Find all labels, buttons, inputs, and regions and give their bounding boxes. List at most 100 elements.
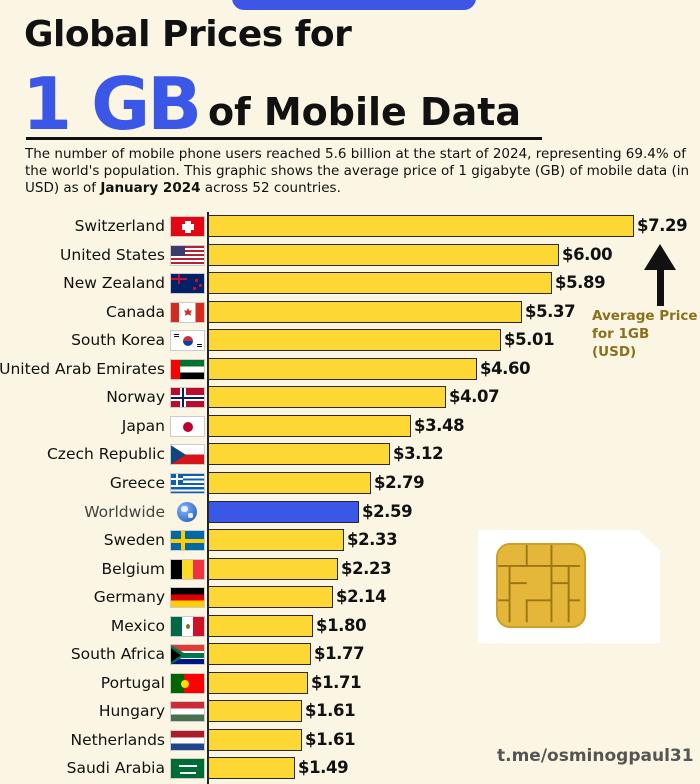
title-underline <box>26 137 542 140</box>
norway-flag-icon <box>170 387 205 409</box>
category-label: Belgium <box>101 559 165 578</box>
bar-portugal <box>208 671 308 694</box>
bar-hungary <box>208 700 302 723</box>
bar-united-states <box>208 243 559 266</box>
value-label: $1.80 <box>316 615 367 635</box>
uae-flag-icon <box>170 358 205 380</box>
bar-switzerland <box>208 215 634 237</box>
chart-axis-line <box>207 212 209 784</box>
bar-row-south-korea: South Korea $5.01 <box>0 326 700 354</box>
category-label: South Africa <box>70 645 165 664</box>
bar-germany <box>208 586 333 609</box>
bar-belgium <box>208 557 338 580</box>
japan-flag-icon <box>170 415 205 437</box>
value-label: $5.37 <box>525 301 576 321</box>
category-label: New Zealand <box>63 274 165 293</box>
category-label: United Arab Emirates <box>0 359 165 378</box>
value-label: $5.01 <box>504 330 555 350</box>
bar-greece <box>208 471 371 494</box>
czech-flag-icon <box>170 444 205 466</box>
title-line-1: Global Prices for <box>24 14 352 55</box>
bar-row-saudi-arabia: Saudi Arabia $1.49 <box>0 754 700 782</box>
description-part-2: across 52 countries. <box>200 180 341 196</box>
category-label: Netherlands <box>70 730 165 749</box>
bar-row-portugal: Portugal $1.71 <box>0 669 700 697</box>
value-label: $1.61 <box>305 701 356 721</box>
south-korea-flag-icon <box>170 330 205 352</box>
category-label: Portugal <box>100 673 165 692</box>
category-label: United States <box>60 245 165 264</box>
value-label: $2.14 <box>336 587 387 607</box>
category-label: Worldwide <box>84 502 165 521</box>
new-zealand-flag-icon <box>170 273 205 295</box>
bar-south-africa <box>208 643 311 666</box>
bar-row-sweden: Sweden $2.33 <box>0 526 700 554</box>
category-label: Germany <box>93 588 165 607</box>
value-label: $1.61 <box>305 729 356 749</box>
category-label: Switzerland <box>74 217 165 235</box>
bar-row-germany: Germany $2.14 <box>0 583 700 611</box>
top-banner-pill <box>232 0 476 10</box>
bar-row-new-zealand: New Zealand $5.89 <box>0 269 700 297</box>
bar-row-united-arab-emirates: United Arab Emirates $4.60 <box>0 355 700 383</box>
category-label: Mexico <box>110 616 165 635</box>
category-label: Japan <box>121 416 165 435</box>
category-label: Sweden <box>103 531 165 550</box>
annotation-line-1: Average Price <box>592 308 698 324</box>
bar-row-united-states: United States $6.00 <box>0 241 700 269</box>
bar-mexico <box>208 614 313 637</box>
value-label: $2.23 <box>341 558 392 578</box>
title-rest: of Mobile Data <box>208 90 522 134</box>
canada-flag-icon <box>170 301 205 323</box>
value-label: $4.07 <box>449 387 500 407</box>
description-part-1: The number of mobile phone users reached… <box>25 146 690 196</box>
arrow-up-icon <box>644 244 676 270</box>
bar-row-hungary: Hungary $1.61 <box>0 697 700 725</box>
category-label: Greece <box>109 473 165 492</box>
hungary-flag-icon <box>170 701 205 723</box>
globe-icon <box>170 501 205 523</box>
bar-united-arab-emirates <box>208 357 477 380</box>
category-label: Hungary <box>98 702 165 721</box>
title-big-text: 1 GB <box>22 62 202 146</box>
watermark: t.me/osminogpaul31 <box>497 746 694 766</box>
value-label: $2.33 <box>347 530 398 550</box>
portugal-flag-icon <box>170 672 205 694</box>
category-label: Czech Republic <box>46 445 165 464</box>
bar-row-south-africa: South Africa $1.77 <box>0 640 700 668</box>
bar-new-zealand <box>208 272 552 295</box>
germany-flag-icon <box>170 587 205 609</box>
value-label: $6.00 <box>562 244 613 264</box>
south-africa-flag-icon <box>170 644 205 666</box>
value-label: $1.77 <box>314 644 365 664</box>
belgium-flag-icon <box>170 558 205 580</box>
bar-canada <box>208 300 522 323</box>
bar-row-mexico: Mexico $1.80 <box>0 612 700 640</box>
switzerland-flag-icon <box>170 216 205 237</box>
category-label: Canada <box>106 302 165 321</box>
annotation-line-2: for 1GB (USD) <box>592 326 650 360</box>
bar-south-korea <box>208 329 501 352</box>
category-label: Norway <box>106 388 165 407</box>
value-label: $5.89 <box>555 273 606 293</box>
bar-japan <box>208 414 411 437</box>
netherlands-flag-icon <box>170 729 205 751</box>
bar-row-japan: Japan $3.48 <box>0 412 700 440</box>
bar-row-greece: Greece $2.79 <box>0 469 700 497</box>
united-states-flag-icon <box>170 244 205 266</box>
mexico-flag-icon <box>170 615 205 637</box>
description-date: January 2024 <box>100 180 201 196</box>
bar-sweden <box>208 529 344 552</box>
sweden-flag-icon <box>170 530 205 552</box>
category-label: Saudi Arabia <box>66 759 165 778</box>
bar-row-canada: Canada $5.37 <box>0 298 700 326</box>
saudi-arabia-flag-icon <box>170 758 205 780</box>
bar-row-belgium: Belgium $2.23 <box>0 555 700 583</box>
average-price-annotation: Average Price for 1GB (USD) <box>592 307 698 361</box>
category-label: South Korea <box>71 331 165 350</box>
bar-norway <box>208 386 446 409</box>
description: The number of mobile phone users reached… <box>25 146 695 197</box>
value-label: $2.79 <box>374 472 425 492</box>
bar-row-worldwide: Worldwide $2.59 <box>0 498 700 526</box>
bar-row-czech-republic: Czech Republic $3.12 <box>0 440 700 468</box>
